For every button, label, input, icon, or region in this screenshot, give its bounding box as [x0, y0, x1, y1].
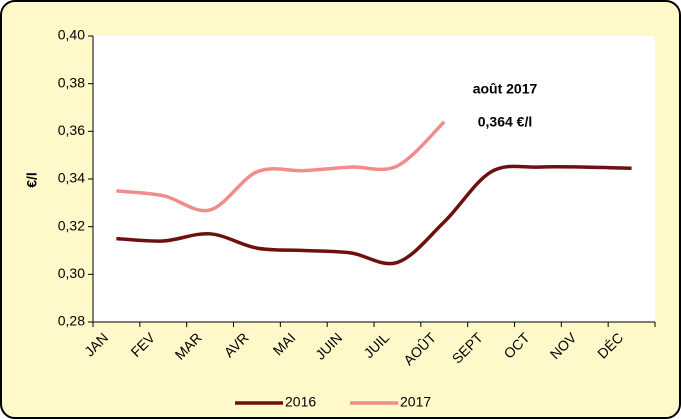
- y-tick-label: 0,32: [58, 217, 85, 233]
- legend-label: 2016: [285, 394, 316, 410]
- y-axis-label: €/l: [24, 172, 40, 188]
- legend-label: 2017: [400, 394, 431, 410]
- y-tick-label: 0,28: [58, 313, 85, 329]
- plot-area: [93, 36, 655, 322]
- y-tick-label: 0,36: [58, 122, 85, 138]
- y-tick-label: 0,38: [58, 74, 85, 90]
- series-line: [116, 164, 632, 266]
- y-tick-label: 0,40: [58, 27, 85, 43]
- annotation: 0,364 €/l: [478, 114, 533, 130]
- series-line: [116, 120, 446, 213]
- y-tick-label: 0,34: [58, 170, 85, 186]
- y-tick-label: 0,30: [58, 265, 85, 281]
- annotation: août 2017: [473, 81, 538, 97]
